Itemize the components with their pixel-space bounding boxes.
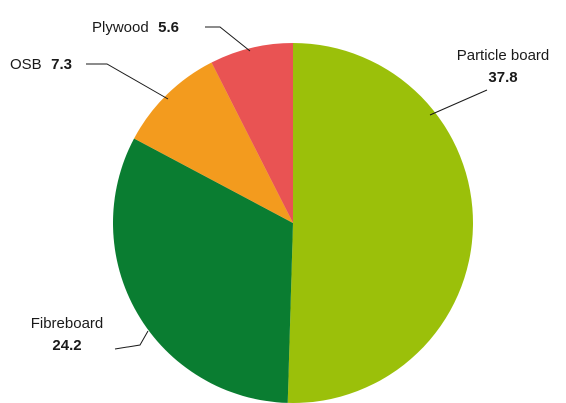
- label-osb-name: OSB: [10, 56, 42, 73]
- label-osb-value: 7.3: [51, 56, 72, 73]
- label-plywood-value: 5.6: [158, 19, 179, 36]
- leader-line-plywood: [205, 26, 251, 52]
- pie-slice-plywood: [211, 43, 293, 223]
- label-particle-board: Particle board: [457, 47, 550, 64]
- label-fibreboard-value: 24.2: [52, 337, 81, 354]
- label-plywood: Plywood 5.6: [92, 19, 179, 36]
- label-plywood-name: Plywood: [92, 19, 149, 36]
- pie-slice-particle-board: [287, 43, 473, 403]
- label-particle-board-value: 37.8: [488, 69, 517, 86]
- label-particle-board-name: Particle board: [457, 47, 550, 64]
- label-fibreboard-name: Fibreboard: [31, 315, 104, 332]
- leader-line-particle-board: [429, 89, 488, 116]
- pie-slice-fibreboard: [112, 138, 294, 403]
- label-osb: OSB 7.3: [10, 56, 72, 73]
- pie-slices: [112, 43, 473, 403]
- leader-line-osb: [86, 63, 169, 100]
- leader-line-fibreboard: [114, 330, 149, 350]
- pie-slice-osb: [134, 62, 293, 223]
